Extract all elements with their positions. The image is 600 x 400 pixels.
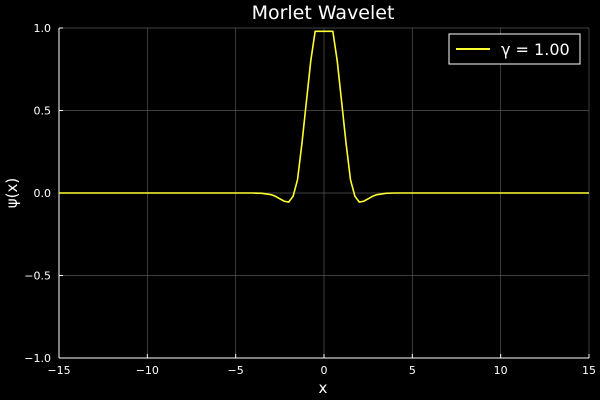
chart-title: Morlet Wavelet — [252, 2, 395, 24]
y-tick-label: −0.5 — [24, 270, 51, 283]
x-tick-label: 0 — [321, 364, 328, 377]
x-tick-label: 5 — [409, 364, 416, 377]
x-tick-label: −5 — [228, 364, 244, 377]
series-group — [59, 30, 589, 203]
y-tick-label: 1.0 — [34, 22, 52, 35]
x-tick-label: 15 — [582, 364, 596, 377]
series-line — [59, 30, 589, 203]
x-tick-label: 10 — [494, 364, 508, 377]
y-tick-label: 0.5 — [34, 105, 52, 118]
legend-label: γ = 1.00 — [501, 40, 570, 59]
y-tick-label: 0.0 — [34, 187, 52, 200]
x-axis-label: x — [319, 379, 328, 397]
legend: γ = 1.00 — [448, 33, 581, 65]
y-axis-label: ψ(x) — [3, 178, 21, 208]
x-tick-label: −10 — [136, 364, 159, 377]
x-tick-label: −15 — [47, 364, 70, 377]
tick-labels: −15 −10 −5 0 5 10 15 −1.0 −0.5 0.0 0.5 1.0 — [24, 22, 596, 377]
y-tick-label: −1.0 — [24, 352, 51, 365]
